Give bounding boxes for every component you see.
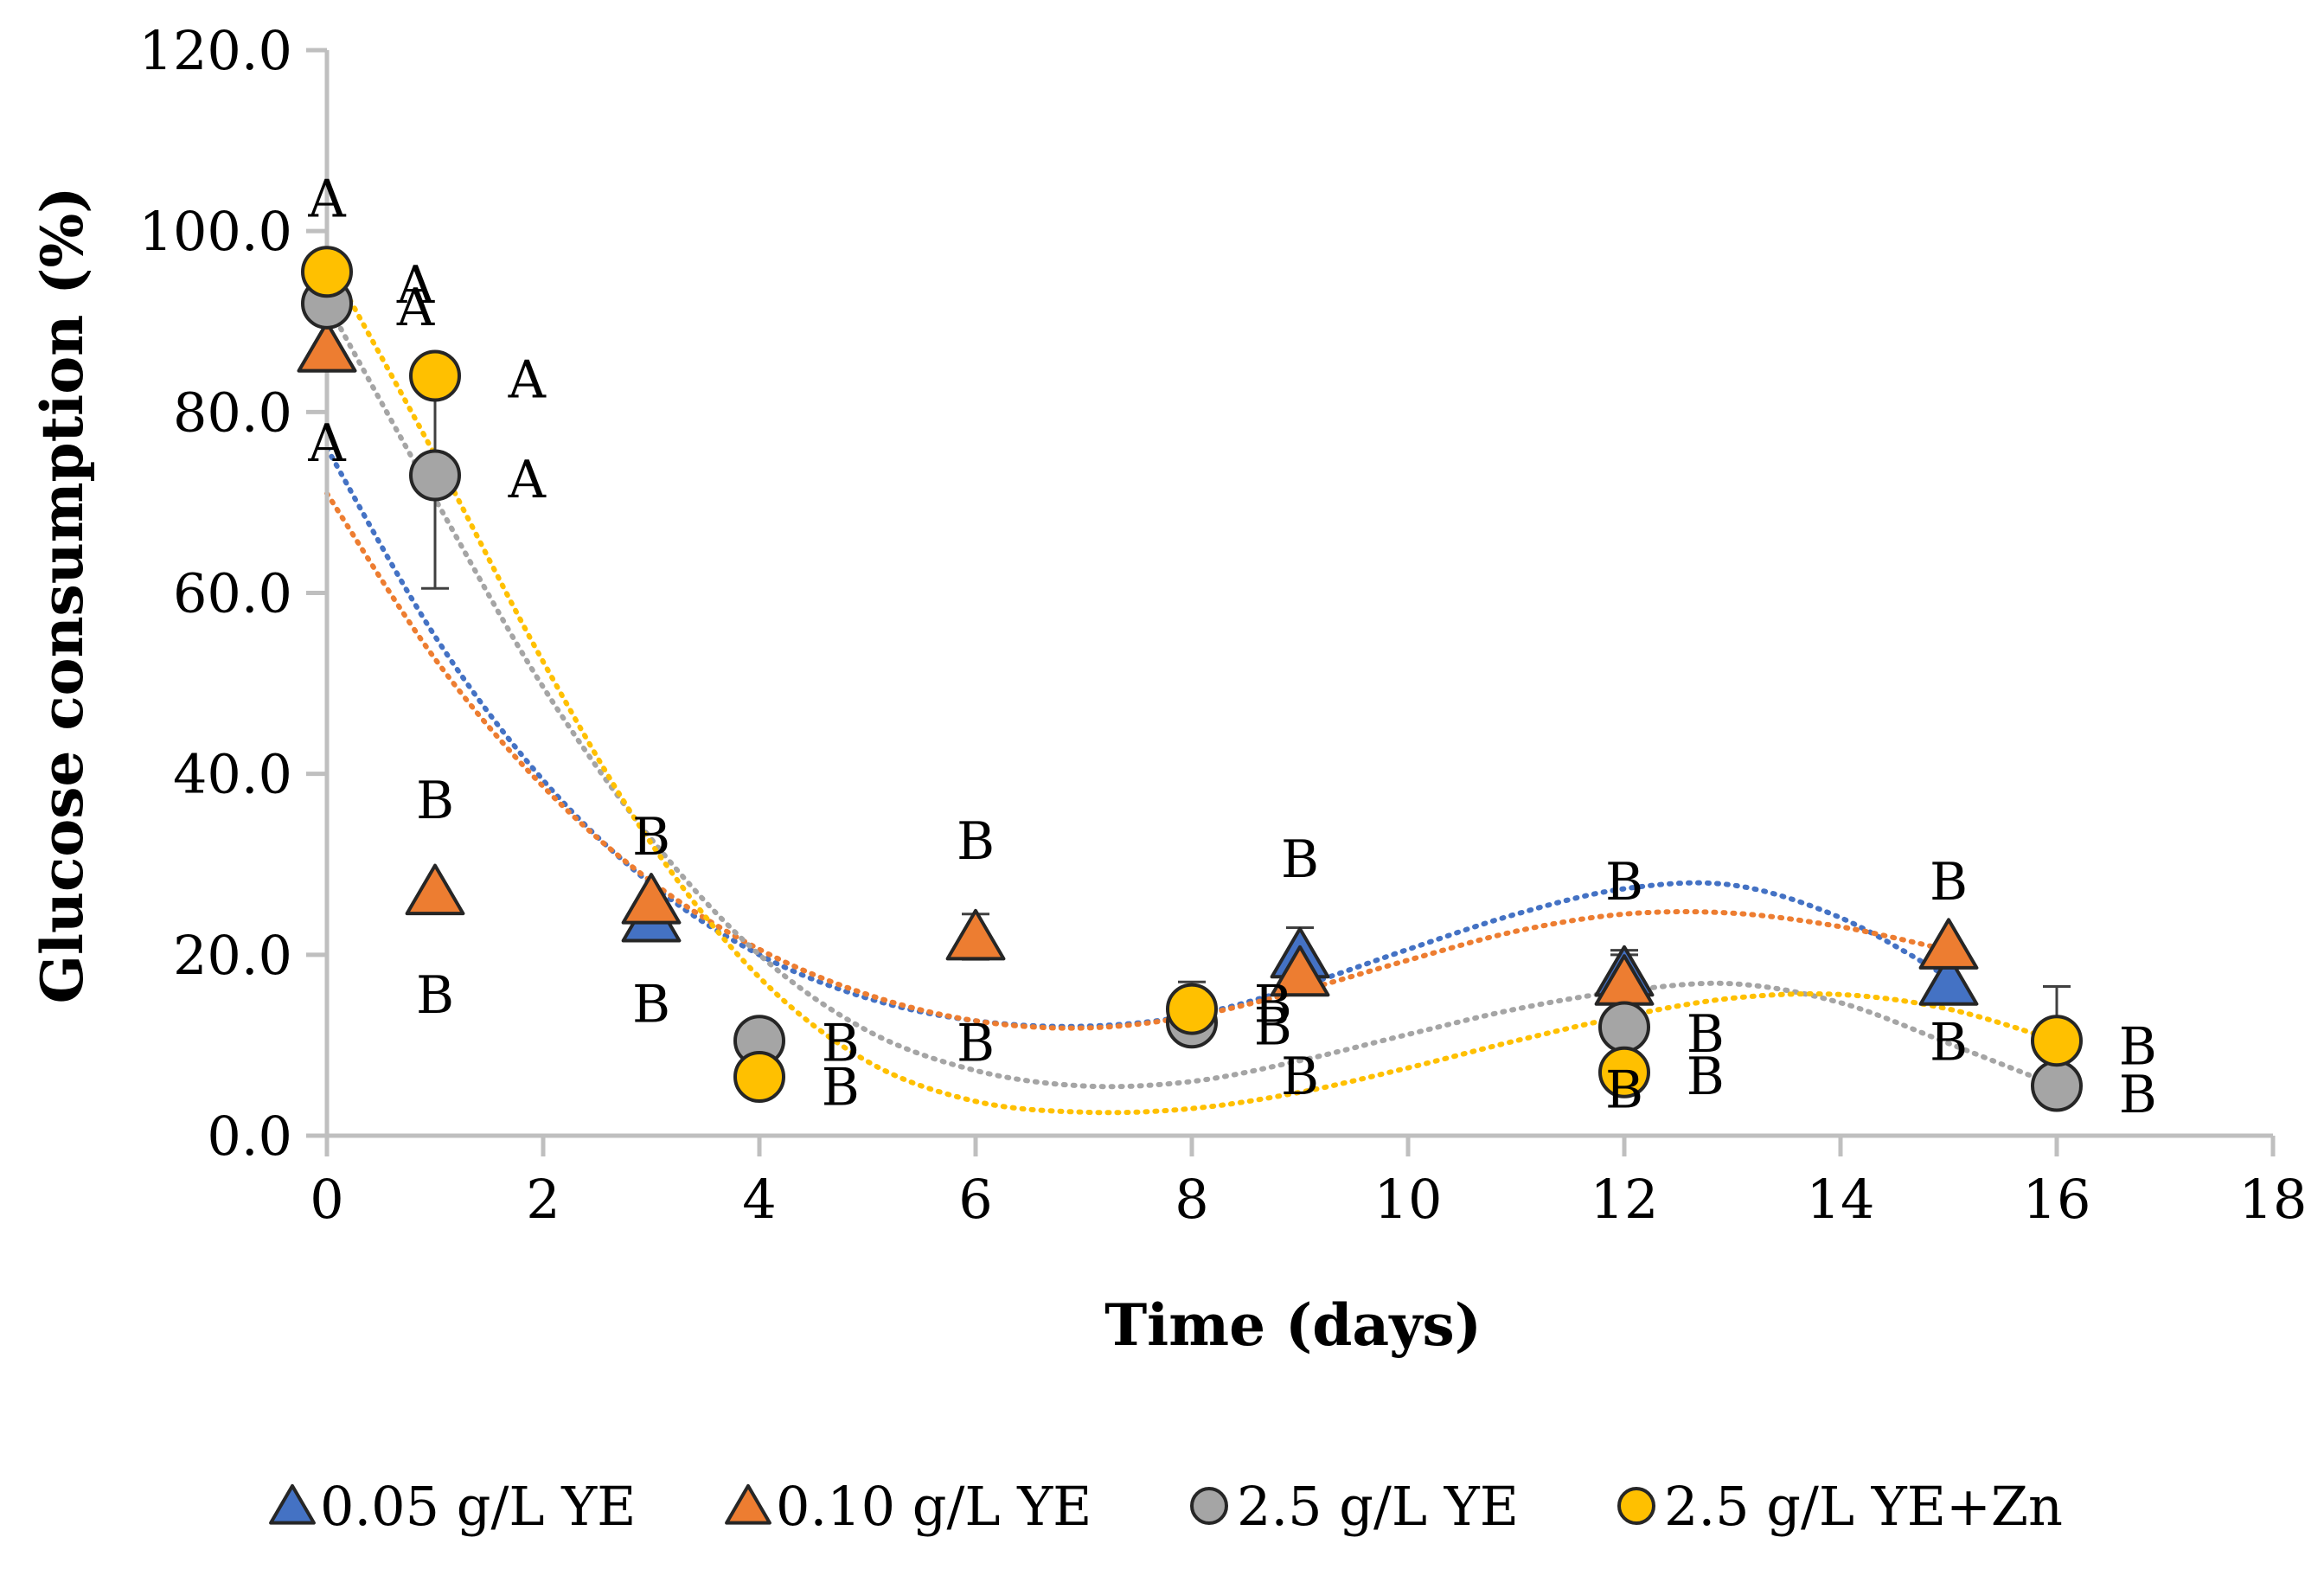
significance-label: A [307, 170, 346, 230]
trendline-series-1 [324, 490, 1951, 1031]
significance-label: B [632, 807, 670, 868]
legend-item-series-2: 2.5 g/L YE [1190, 1475, 1519, 1538]
data-point-series-1 [405, 863, 465, 916]
x-tick-label: 8 [1175, 1168, 1208, 1231]
significance-label: B [957, 1013, 995, 1073]
significance-label: B [1281, 829, 1319, 890]
significance-label: B [632, 974, 670, 1034]
significance-label: B [822, 1058, 860, 1118]
y-tick-label: 40.0 [173, 743, 292, 806]
y-tick-label: 80.0 [173, 381, 292, 444]
x-tick-label: 18 [2239, 1168, 2308, 1231]
legend-label: 2.5 g/L YE [1237, 1475, 1519, 1538]
data-point-series-1 [297, 321, 357, 373]
y-tick-label: 60.0 [173, 562, 292, 625]
y-tick-label: 0.0 [207, 1105, 292, 1168]
significance-label: B [416, 771, 454, 831]
significance-label: B [1254, 997, 1292, 1058]
y-tick-label: 100.0 [139, 200, 293, 263]
legend-marker [1617, 1487, 1655, 1525]
x-tick-label: 14 [1807, 1168, 1875, 1231]
data-point-series-2 [409, 449, 461, 502]
x-tick-label: 12 [1591, 1168, 1659, 1231]
x-tick-label: 10 [1374, 1168, 1443, 1231]
significance-label: B [1254, 974, 1292, 1034]
data-point-series-1 [621, 873, 682, 925]
legend-item-series-0: 0.05 g/L YE [269, 1475, 636, 1538]
x-tick-label: 2 [526, 1168, 560, 1231]
legend-label: 0.05 g/L YE [320, 1475, 636, 1538]
y-tick-label: 120.0 [139, 19, 293, 82]
x-tick-label: 6 [958, 1168, 992, 1231]
y-tick-label: 20.0 [173, 924, 292, 987]
legend-marker [725, 1483, 771, 1525]
data-point-series-2 [1598, 1001, 1650, 1054]
data-point-series-1 [1270, 945, 1330, 997]
legend-marker [1190, 1487, 1228, 1525]
significance-label: B [1930, 852, 1968, 913]
data-point-series-0 [1918, 954, 1979, 1006]
y-axis-title: Glucose consumption (%) [29, 187, 96, 1004]
x-axis-title: Time (days) [1104, 1291, 1482, 1359]
significance-label: B [1687, 1047, 1725, 1107]
significance-label: B [1930, 1012, 1968, 1073]
significance-label: B [1687, 1004, 1725, 1065]
trendlines [324, 255, 2059, 1116]
significance-label: B [1281, 1047, 1319, 1107]
significance-label: A [508, 450, 547, 510]
significance-label: A [307, 413, 346, 474]
data-point-series-3 [301, 246, 353, 298]
data-point-series-1 [945, 908, 1006, 961]
significance-label: B [416, 965, 454, 1026]
legend-item-series-3: 2.5 g/L YE+Zn [1617, 1475, 2063, 1538]
legend: 0.05 g/L YE 0.10 g/L YE 2.5 g/L YE 2.5 g/L … [269, 1475, 2063, 1538]
data-point-series-3 [2031, 1015, 2083, 1067]
data-points [297, 246, 2083, 1112]
data-point-series-2 [2031, 1060, 2083, 1112]
trendline-series-2 [324, 300, 2059, 1090]
significance-label: B [822, 1013, 860, 1073]
data-point-series-1 [1918, 918, 1979, 970]
legend-label: 2.5 g/L YE+Zn [1664, 1475, 2063, 1538]
legend-label: 0.10 g/L YE [776, 1475, 1092, 1538]
axes: 0.0 20.0 40.0 60.0 80.0 100.0 120.0 0 2 4 6 8 10 12 14… [139, 19, 2308, 1231]
data-point-series-3 [733, 1051, 785, 1104]
significance-label: B [957, 811, 995, 872]
data-point-series-3 [1166, 983, 1218, 1035]
significance-label: B [2119, 1017, 2157, 1078]
significance-label: A [508, 350, 547, 411]
x-tick-label: 4 [742, 1168, 776, 1231]
significance-label: A [396, 255, 435, 316]
significance-label: B [1605, 852, 1643, 913]
x-tick-label: 16 [2023, 1168, 2091, 1231]
data-point-series-3 [409, 349, 461, 402]
trendline-series-0 [324, 445, 1951, 1029]
legend-item-series-1: 0.10 g/L YE [725, 1475, 1092, 1538]
x-tick-label: 0 [310, 1168, 343, 1231]
significance-label: A [396, 278, 435, 338]
data-point-series-3 [1598, 1046, 1650, 1098]
legend-marker [269, 1483, 316, 1525]
significance-label: B [1605, 1060, 1643, 1121]
significance-label: B [2119, 1065, 2157, 1125]
trendline-series-3 [324, 255, 2059, 1116]
